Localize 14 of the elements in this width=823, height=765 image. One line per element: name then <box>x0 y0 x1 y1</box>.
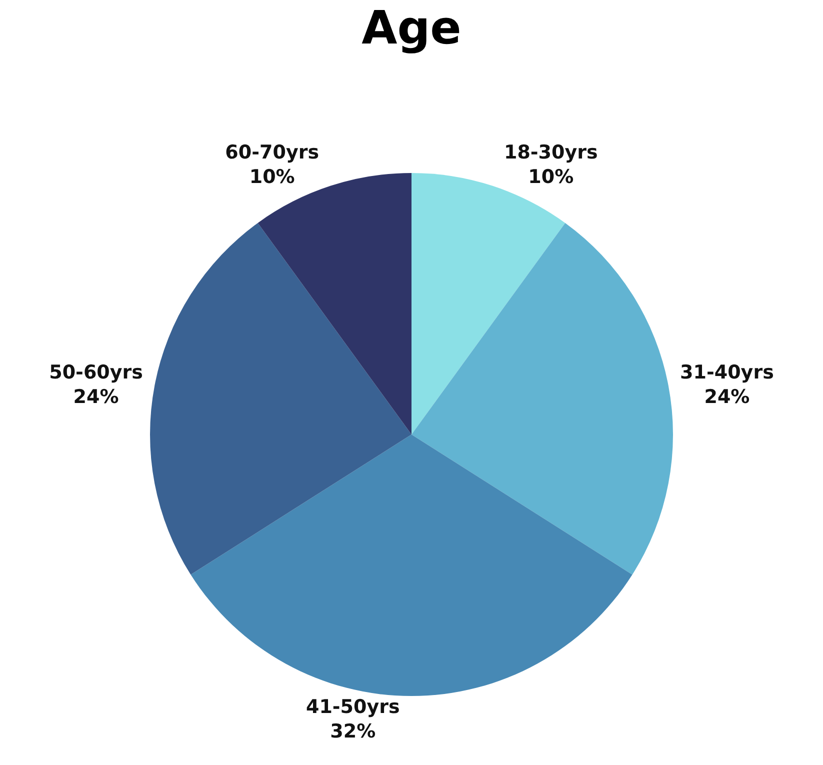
pie-slice <box>150 222 412 575</box>
slice-label: 60-70yrs <box>225 141 320 164</box>
slice-label: 18-30yrs <box>504 141 598 164</box>
slice-label: 50-60yrs <box>49 361 143 384</box>
slice-label: 31-40yrs <box>680 361 774 384</box>
data-label: 24% <box>704 386 750 408</box>
data-label: 32% <box>330 720 376 743</box>
slice-label: 41-50yrs <box>306 696 400 718</box>
data-label: 10% <box>528 166 574 188</box>
data-label: 24% <box>73 386 119 408</box>
data-label: 10% <box>249 166 295 188</box>
pie-slice <box>190 434 632 696</box>
chart-title: Age <box>362 0 462 55</box>
pie-slice <box>412 222 672 575</box>
